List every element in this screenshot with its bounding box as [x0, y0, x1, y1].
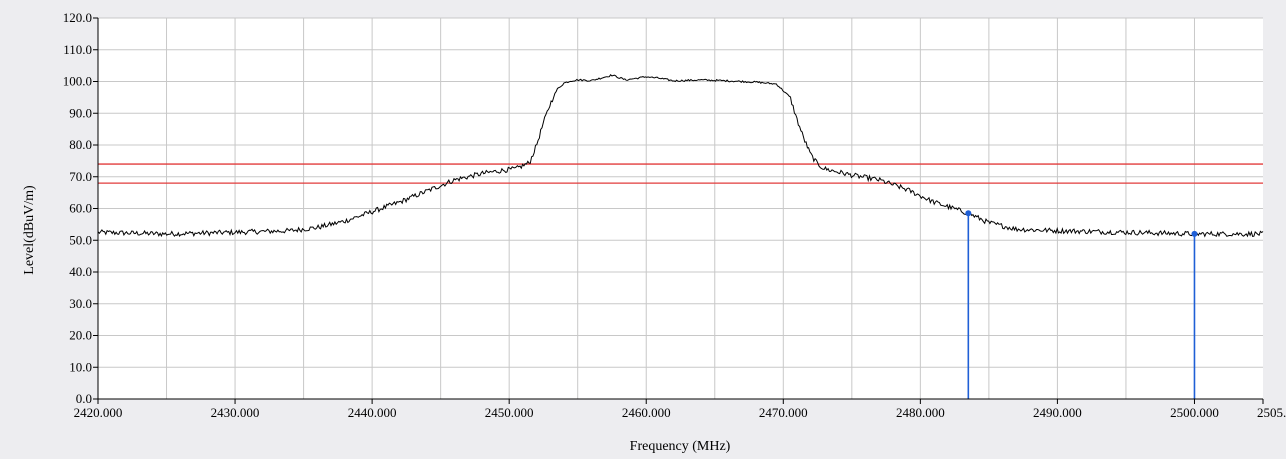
- y-tick-label: 0.0: [76, 391, 92, 406]
- x-tick-label: 2505.000: [1257, 405, 1286, 420]
- series-line: [97, 74, 1264, 238]
- markers: [965, 210, 1198, 399]
- y-tick-label: 60.0: [69, 201, 92, 216]
- x-tick-label: 2480.000: [896, 405, 945, 420]
- y-tick-label: 100.0: [63, 74, 92, 89]
- limit-lines: [98, 163, 1263, 184]
- x-axis-title: Frequency (MHz): [630, 439, 731, 454]
- y-tick-label: 20.0: [69, 328, 92, 343]
- y-ticks: 0.0 10.0 20.0 30.0 40.0 50.0 60.0 70.0 80.0 90.0 1…: [63, 10, 98, 406]
- y-tick-label: 80.0: [69, 137, 92, 152]
- x-tick-label: 2490.000: [1033, 405, 1082, 420]
- x-tick-label: 2460.000: [622, 405, 671, 420]
- y-tick-label: 70.0: [69, 169, 92, 184]
- y-tick-label: 50.0: [69, 232, 92, 247]
- x-tick-label: 2440.000: [348, 405, 397, 420]
- y-tick-label: 120.0: [63, 10, 92, 25]
- x-tick-label: 2430.000: [211, 405, 260, 420]
- y-tick-label: 110.0: [63, 42, 92, 57]
- y-axis-title: Level(dBuV/m): [22, 185, 37, 275]
- y-tick-label: 30.0: [69, 296, 92, 311]
- y-tick-label: 10.0: [69, 359, 92, 374]
- marker-point: [965, 210, 972, 217]
- y-tick-label: 90.0: [69, 105, 92, 120]
- x-tick-label: 2450.000: [485, 405, 534, 420]
- marker-point: [1191, 230, 1198, 237]
- x-tick-label: 2420.000: [74, 405, 123, 420]
- y-tick-label: 40.0: [69, 264, 92, 279]
- x-tick-label: 2500.000: [1170, 405, 1219, 420]
- series-layer: [97, 74, 1264, 238]
- x-tick-label: 2470.000: [759, 405, 808, 420]
- x-ticks: 2420.000 2430.000 2440.000 2450.000 2460.000…: [74, 399, 1286, 420]
